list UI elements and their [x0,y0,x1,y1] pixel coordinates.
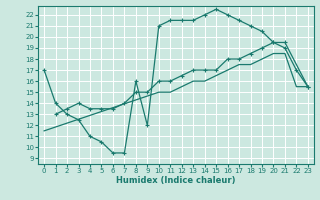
X-axis label: Humidex (Indice chaleur): Humidex (Indice chaleur) [116,176,236,185]
